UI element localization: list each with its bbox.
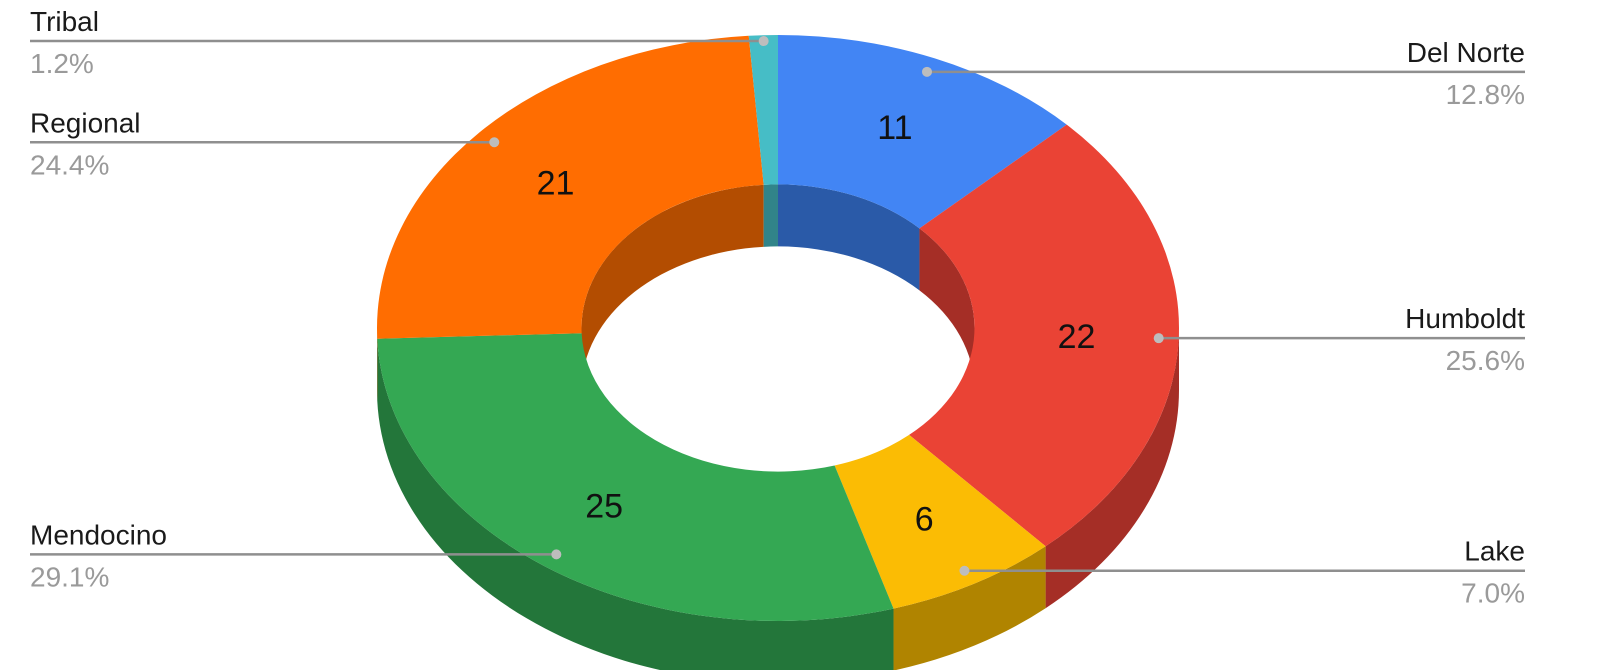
value-label-lake: 6: [915, 500, 934, 538]
slice-inner-tribal: [763, 184, 778, 247]
slice-percent-del-norte: 12.8%: [1446, 79, 1525, 110]
donut-top-faces: [377, 35, 1179, 621]
slice-percent-lake: 7.0%: [1461, 578, 1525, 609]
slice-label-humboldt: Humboldt: [1405, 303, 1525, 334]
leader-dot-lake: [959, 565, 970, 576]
slice-humboldt: [909, 124, 1179, 547]
slice-side-humboldt: [1045, 328, 1179, 609]
slice-inner-del-norte: [778, 184, 920, 291]
slice-label-regional: Regional: [30, 107, 141, 138]
slice-regional: [377, 35, 764, 339]
leader-dot-mendocino: [551, 549, 562, 560]
slice-inner-humboldt: [919, 228, 975, 390]
leader-dot-tribal: [758, 36, 769, 47]
value-label-mendocino: 25: [585, 488, 623, 526]
slice-percent-tribal: 1.2%: [30, 48, 94, 79]
value-labels: 11 22 6 25 21: [537, 109, 1096, 538]
slice-inner-regional: [581, 184, 764, 390]
slice-label-mendocino: Mendocino: [30, 519, 167, 550]
slice-percent-regional: 24.4%: [30, 149, 109, 180]
slice-mendocino: [377, 333, 894, 621]
slice-percent-humboldt: 25.6%: [1446, 345, 1525, 376]
value-label-regional: 21: [537, 164, 575, 202]
value-label-humboldt: 22: [1058, 318, 1096, 356]
donut-inner-wall: [581, 184, 975, 390]
slice-label-lake: Lake: [1464, 536, 1525, 567]
slice-tribal: [748, 35, 778, 185]
slice-label-del-norte: Del Norte: [1407, 37, 1525, 68]
leader-dot-humboldt: [1153, 333, 1164, 344]
donut-3d-sides: [377, 328, 1179, 670]
leader-dot-del-norte: [921, 66, 932, 77]
slice-percent-mendocino: 29.1%: [30, 561, 109, 592]
slice-side-lake: [893, 546, 1046, 670]
slice-label-tribal: Tribal: [30, 6, 99, 37]
slice-lake: [834, 434, 1046, 609]
slice-side-mendocino: [377, 338, 894, 670]
leader-lines: [30, 36, 1525, 576]
slice-labels: Del Norte 12.8% Humboldt 25.6% Lake 7.0% Mendo…: [30, 6, 1525, 609]
leader-dot-regional: [489, 137, 500, 148]
value-label-del-norte: 11: [877, 109, 912, 147]
slice-del-norte: [778, 35, 1067, 229]
